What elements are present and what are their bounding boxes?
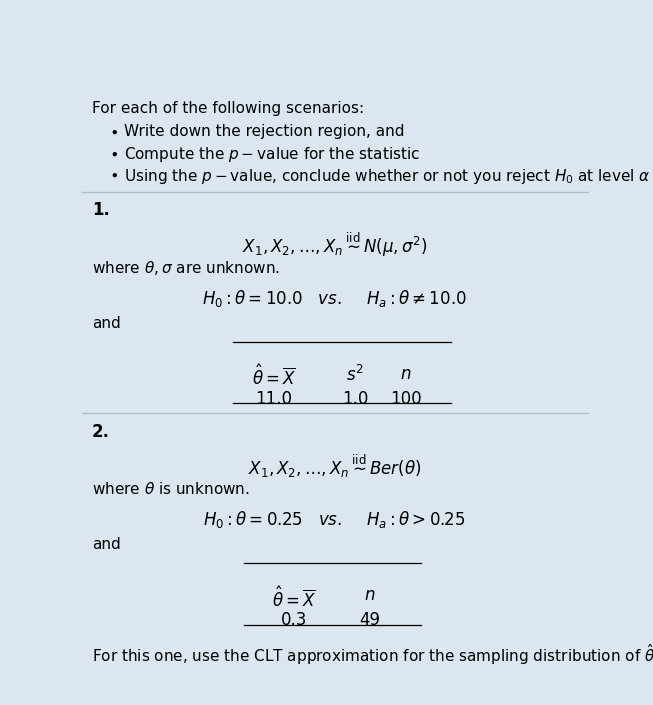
- Text: and: and: [91, 537, 121, 552]
- Text: 2.: 2.: [91, 423, 110, 441]
- Text: where $\theta, \sigma$ are unknown.: where $\theta, \sigma$ are unknown.: [91, 259, 280, 277]
- Text: For this one, use the CLT approximation for the sampling distribution of $\hat{\: For this one, use the CLT approximation …: [91, 642, 653, 667]
- Text: $\bullet$: $\bullet$: [110, 123, 118, 139]
- Text: where $\theta$ is unknown.: where $\theta$ is unknown.: [91, 481, 249, 497]
- Text: 1.: 1.: [91, 202, 110, 219]
- Text: $H_0 : \theta = 10.0$   $vs.$    $H_a : \theta \neq 10.0$: $H_0 : \theta = 10.0$ $vs.$ $H_a : \thet…: [202, 288, 467, 309]
- Text: 100: 100: [390, 390, 421, 407]
- Text: For each of the following scenarios:: For each of the following scenarios:: [91, 101, 364, 116]
- Text: $n$: $n$: [400, 364, 411, 383]
- Text: Using the $p-$value, conclude whether or not you reject $H_0$ at level $\alpha =: Using the $p-$value, conclude whether or…: [123, 167, 653, 186]
- Text: 1.0: 1.0: [342, 390, 368, 407]
- Text: $X_1, X_2, \ldots, X_n \overset{\mathrm{iid}}{\sim} N(\mu, \sigma^2)$: $X_1, X_2, \ldots, X_n \overset{\mathrm{…: [242, 231, 428, 259]
- Text: 49: 49: [360, 611, 381, 629]
- Text: 11.0: 11.0: [255, 390, 293, 407]
- Text: Write down the rejection region, and: Write down the rejection region, and: [123, 123, 404, 139]
- Text: 0.3: 0.3: [281, 611, 308, 629]
- Text: Compute the $p-$value for the statistic: Compute the $p-$value for the statistic: [123, 145, 420, 164]
- Text: $\hat{\theta} = \overline{X}$: $\hat{\theta} = \overline{X}$: [272, 586, 316, 611]
- Text: $n$: $n$: [364, 586, 375, 604]
- Text: $H_0 : \theta = 0.25$   $vs.$    $H_a : \theta > 0.25$: $H_0 : \theta = 0.25$ $vs.$ $H_a : \thet…: [203, 509, 466, 530]
- Text: $\bullet$: $\bullet$: [110, 145, 118, 161]
- Text: and: and: [91, 316, 121, 331]
- Text: $\hat{\theta} = \overline{X}$: $\hat{\theta} = \overline{X}$: [252, 364, 296, 389]
- Text: $X_1, X_2, \ldots, X_n \overset{\mathrm{iid}}{\sim} Ber(\theta)$: $X_1, X_2, \ldots, X_n \overset{\mathrm{…: [248, 453, 421, 480]
- Text: $\bullet$: $\bullet$: [110, 167, 118, 182]
- Text: $s^2$: $s^2$: [346, 364, 364, 385]
